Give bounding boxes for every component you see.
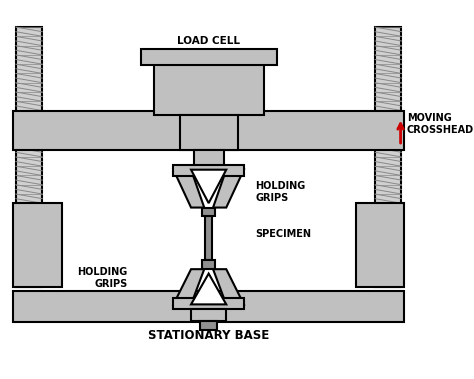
Bar [141,49,277,65]
Text: LOAD CELL: LOAD CELL [177,36,240,45]
Bar [202,208,215,216]
Polygon shape [213,269,244,304]
Bar [13,111,404,150]
Bar [13,203,62,287]
Bar [191,309,226,321]
Polygon shape [213,170,244,208]
Bar [200,321,218,330]
Polygon shape [173,269,204,304]
Text: HOLDING
GRIPS: HOLDING GRIPS [77,268,128,289]
Bar [154,58,264,115]
Bar [173,298,244,309]
Bar [173,165,244,176]
Bar [205,216,212,260]
Bar [356,203,404,287]
Text: HOLDING
GRIPS: HOLDING GRIPS [255,181,306,203]
Bar [181,115,237,150]
Bar [202,260,215,269]
Polygon shape [173,170,204,208]
Text: MOVING
CROSSHEAD: MOVING CROSSHEAD [407,113,474,135]
Text: SPECIMEN: SPECIMEN [255,229,311,239]
Polygon shape [191,274,226,304]
Bar [375,27,401,287]
Text: STATIONARY BASE: STATIONARY BASE [148,329,269,342]
Bar [13,291,404,322]
Polygon shape [191,170,226,203]
Bar [16,27,42,287]
Bar [194,150,225,170]
